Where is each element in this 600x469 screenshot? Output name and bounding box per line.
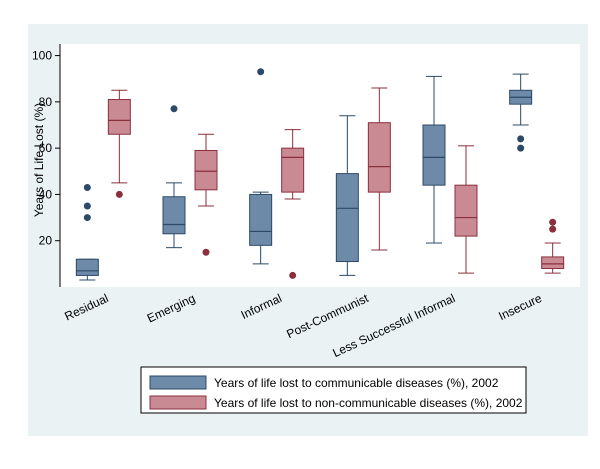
y-axis-label: Years of Life Lost (%) bbox=[32, 103, 46, 217]
box-iqr bbox=[281, 147, 305, 193]
box-iqr bbox=[194, 149, 218, 191]
box-iqr bbox=[422, 124, 446, 186]
box-iqr bbox=[249, 193, 273, 246]
outlier-point bbox=[170, 105, 178, 113]
y-tick-label: 20 bbox=[39, 234, 53, 248]
box-iqr bbox=[162, 196, 186, 235]
outlier-point bbox=[549, 218, 557, 226]
legend: Years of life lost to communicable disea… bbox=[140, 366, 527, 414]
outlier-point bbox=[202, 248, 210, 256]
y-tick-label: 100 bbox=[32, 49, 52, 63]
legend-label: Years of life lost to communicable disea… bbox=[214, 376, 499, 390]
legend-swatch bbox=[149, 395, 207, 410]
outlier-point bbox=[257, 68, 265, 76]
box-iqr bbox=[541, 256, 565, 269]
box-series bbox=[75, 68, 565, 281]
series-communicable bbox=[75, 68, 533, 281]
outlier-point bbox=[115, 190, 123, 198]
outlier-point bbox=[289, 271, 297, 279]
plot-area bbox=[60, 44, 580, 287]
outlier-point bbox=[517, 144, 525, 152]
outlier-point bbox=[517, 135, 525, 143]
box-iqr bbox=[367, 122, 391, 193]
outlier-point bbox=[83, 214, 91, 222]
outlier-point bbox=[549, 225, 557, 233]
legend-label: Years of life lost to non-communicable d… bbox=[214, 396, 523, 410]
box-iqr bbox=[75, 258, 99, 276]
outlier-point bbox=[83, 202, 91, 210]
outlier-point bbox=[83, 183, 91, 191]
box-iqr bbox=[335, 173, 359, 263]
y-tick-label: 80 bbox=[39, 95, 53, 109]
box-iqr bbox=[454, 184, 478, 237]
box-iqr bbox=[107, 99, 131, 135]
y-tick-label: 40 bbox=[39, 187, 53, 201]
y-tick-label: 60 bbox=[39, 141, 53, 155]
legend-swatch bbox=[149, 375, 207, 390]
series-non-communicable bbox=[107, 87, 565, 279]
y-ticks: 20 40 60 80 100 bbox=[32, 49, 60, 248]
